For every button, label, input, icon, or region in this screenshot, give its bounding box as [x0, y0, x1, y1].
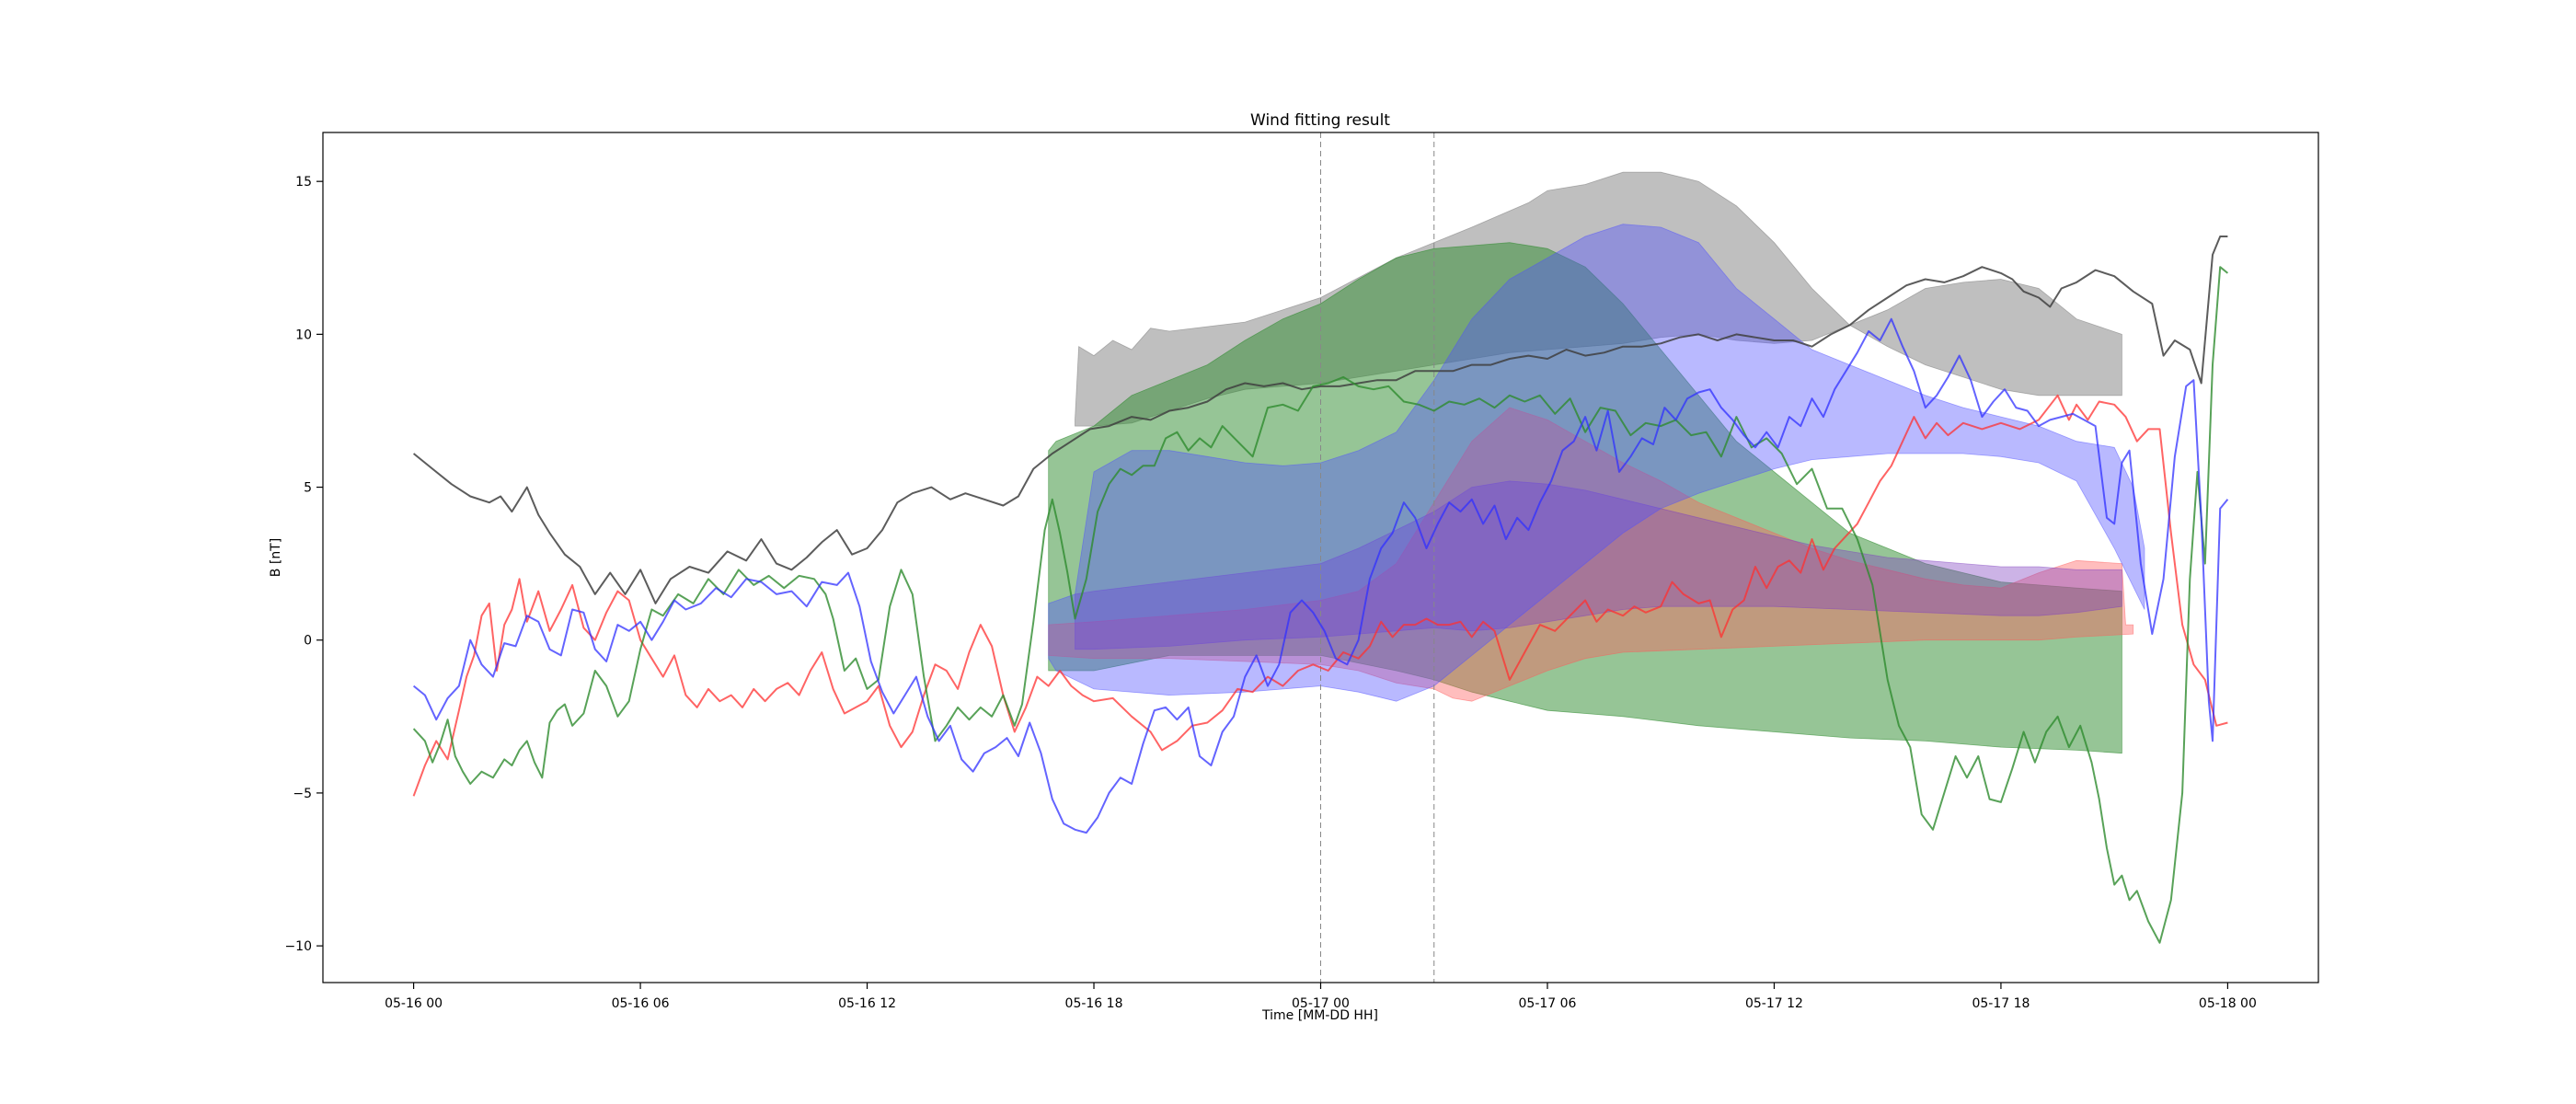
x-tick-label: 05-16 06: [612, 996, 670, 1011]
data-series: [412, 236, 2229, 944]
reference-lines: [1320, 132, 1435, 983]
x-tick-label: 05-17 06: [1519, 996, 1577, 1011]
y-tick-label: 10: [295, 328, 312, 342]
y-tick-label: 15: [295, 175, 312, 190]
y-axis-label: B [nT]: [269, 538, 283, 577]
y-tick-label: 0: [304, 634, 312, 649]
x-axis: 05-16 00 05-16 06 05-16 12 05-16 18 05-17 00…: [385, 983, 2257, 1011]
x-axis-label: Time [MM-DD HH]: [1261, 1008, 1378, 1023]
series-line-1: [412, 394, 2228, 797]
x-tick-label: 05-17 12: [1745, 996, 1803, 1011]
series-line-3: [412, 317, 2229, 834]
x-tick-label: 05-16 18: [1065, 996, 1123, 1011]
x-tick-label: 05-16 00: [385, 996, 443, 1011]
x-tick-label: 05-18 00: [2199, 996, 2257, 1011]
confidence-bands: [1048, 171, 2145, 754]
band-3: [1075, 480, 2122, 650]
x-tick-label: 05-17 00: [1292, 996, 1350, 1011]
y-tick-label: −10: [284, 939, 312, 954]
y-tick-label: −5: [293, 787, 312, 801]
y-axis: −10 −5 0 5 10 15: [284, 175, 323, 954]
x-tick-label: 05-17 18: [1972, 996, 2030, 1011]
band-1: [1048, 242, 2122, 754]
x-tick-label: 05-16 12: [838, 996, 896, 1011]
y-tick-label: 5: [304, 481, 312, 496]
chart-title: Wind fitting result: [1250, 111, 1390, 130]
